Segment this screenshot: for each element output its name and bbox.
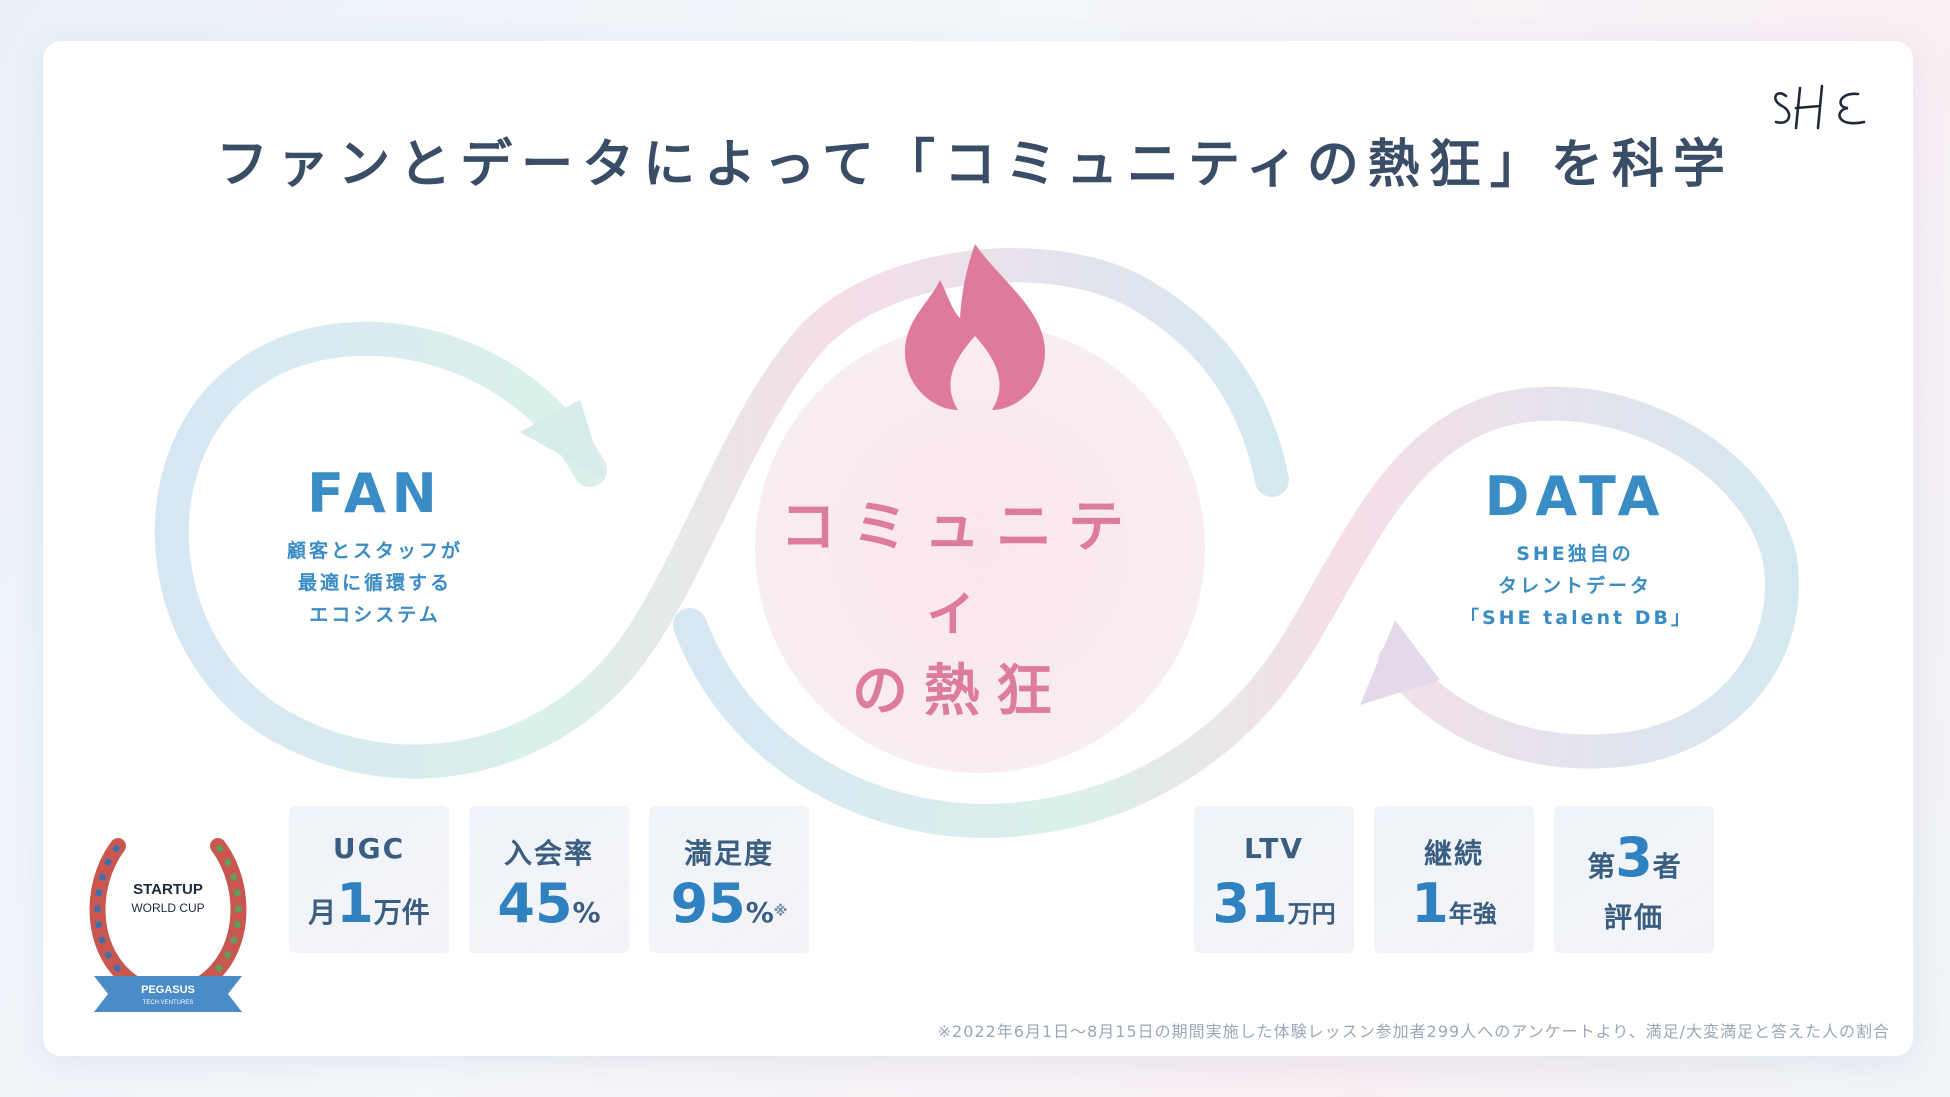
stat-number: 1 [336, 872, 374, 935]
data-description: SHE独自の タレントデータ 「SHE talent DB」 [1460, 538, 1690, 634]
data-line: タレントデータ [1497, 575, 1652, 597]
stat-card-retention: 継続 1年強 [1374, 806, 1534, 953]
fan-line: 最適に循環する [297, 572, 452, 594]
stat-value: 第3者 [1554, 826, 1714, 889]
fan-line: 顧客とスタッフが [286, 540, 463, 562]
footnote: ※2022年6月1日〜8月15日の期間実施した体験レッスン参加者299人へのアン… [937, 1022, 1890, 1041]
center-line-2: の熱狂 [852, 659, 1068, 724]
stat-number: 3 [1615, 826, 1653, 889]
fan-line: エコシステム [309, 604, 441, 626]
stat-card-third-party: 第3者 評価 [1554, 806, 1714, 953]
fan-title: FAN [307, 462, 443, 525]
stat-card-ugc: UGC 月1万件 [289, 806, 449, 953]
award-line-1: STARTUP [133, 881, 203, 898]
stat-prefix: 月 [308, 896, 337, 929]
award-ribbon-sub: TECH VENTURES [143, 1000, 194, 1006]
stat-number: 31 [1212, 872, 1288, 935]
she-logo [1774, 84, 1866, 130]
stat-value: 1年強 [1374, 872, 1534, 935]
stat-label: UGC [332, 832, 406, 865]
stat-label: 継続 [1423, 837, 1484, 870]
stat-value: 31万円 [1194, 872, 1354, 935]
center-label: コミュニティ の熱狂 [760, 487, 1160, 733]
stat-number: 45 [497, 872, 573, 935]
stat-unit: 万円 [1287, 900, 1336, 928]
data-line: SHE独自の [1516, 543, 1634, 565]
stat-unit: 者 [1652, 850, 1681, 883]
page-title: ファンとデータによって「コミュニティの熱狂」を科学 [216, 135, 1734, 195]
flame-icon [905, 244, 1045, 410]
stat-label: 評価 [1603, 901, 1664, 934]
fan-description: 顧客とスタッフが 最適に循環する エコシステム [260, 535, 490, 631]
stat-card-satisfaction: 満足度 95%※ [649, 806, 809, 953]
stat-number: 1 [1411, 872, 1449, 935]
center-line-1: コミュニティ [780, 495, 1140, 642]
startup-world-cup-badge: STARTUP WORLD CUP PEGASUS TECH VENTURES [89, 838, 247, 1012]
center-circle [755, 323, 1205, 773]
stat-value: 月1万件 [289, 872, 449, 935]
stat-value: 95%※ [649, 872, 809, 935]
data-line: 「SHE talent DB」 [1460, 607, 1693, 629]
stat-label: 入会率 [503, 837, 594, 870]
award-ribbon: PEGASUS [141, 984, 195, 996]
stat-unit: 万件 [373, 896, 430, 929]
stat-label: LTV [1244, 832, 1304, 865]
stat-label: 満足度 [683, 837, 774, 870]
stat-unit: % [745, 896, 774, 929]
stat-unit: % [572, 896, 601, 929]
stat-prefix: 第 [1587, 850, 1616, 883]
stat-number: 95 [670, 872, 746, 935]
data-title: DATA [1484, 465, 1666, 528]
stat-card-join-rate: 入会率 45% [469, 806, 629, 953]
fan-block: FAN 顧客とスタッフが 最適に循環する エコシステム [260, 462, 490, 631]
data-block: DATA SHE独自の タレントデータ 「SHE talent DB」 [1460, 465, 1690, 634]
award-line-2: WORLD CUP [131, 901, 204, 915]
stat-value: 45% [469, 872, 629, 935]
stat-card-ltv: LTV 31万円 [1194, 806, 1354, 953]
stat-unit: 年強 [1448, 900, 1497, 928]
footnote-mark: ※ [773, 903, 788, 920]
